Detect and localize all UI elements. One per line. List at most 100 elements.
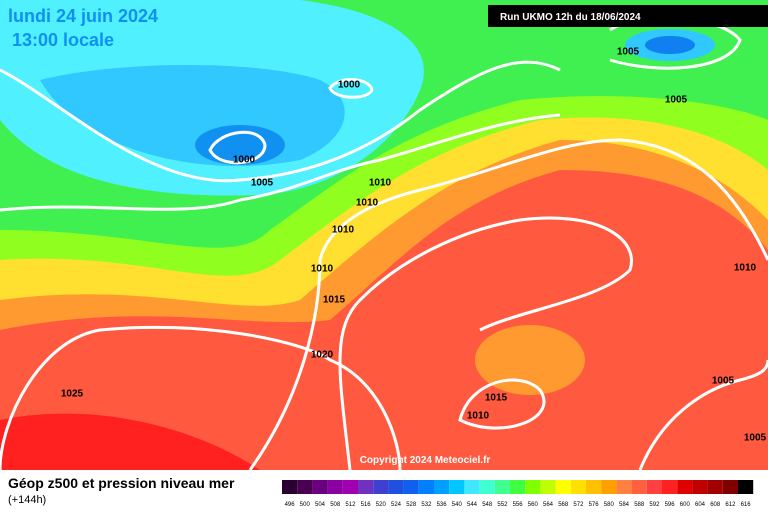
scale-swatch	[312, 480, 328, 494]
scale-label: 528	[406, 502, 417, 508]
isobar-label: 1010	[734, 263, 757, 274]
scale-swatch	[282, 480, 298, 494]
scale-swatch	[373, 480, 389, 494]
scale-label: 532	[421, 502, 432, 508]
isobar-label: 1010	[332, 225, 355, 236]
scale-swatch	[738, 480, 754, 494]
scale-label: 616	[741, 502, 752, 508]
scale-label: 564	[543, 502, 554, 508]
isobar-label: 1005	[744, 433, 767, 444]
isobar	[458, 378, 546, 430]
scale-label: 512	[345, 502, 356, 508]
scale-swatch	[449, 480, 465, 494]
isobar	[638, 359, 768, 471]
isobar-label: 1010	[311, 264, 334, 275]
legend-title: Géop z500 et pression niveau mer	[8, 475, 235, 491]
copyright: Copyright 2024 Meteociel.fr	[360, 455, 491, 466]
scale-label: 520	[376, 502, 387, 508]
isobar	[338, 216, 633, 471]
scale-label: 548	[482, 502, 493, 508]
scale-swatch	[434, 480, 450, 494]
isobar-label: 1000	[338, 80, 361, 91]
scale-label: 496	[285, 502, 296, 508]
scale-label: 504	[315, 502, 326, 508]
field-med	[475, 325, 585, 395]
scale-label: 536	[437, 502, 448, 508]
scale-swatch	[616, 480, 632, 494]
scale-label: 576	[589, 502, 600, 508]
scale-label: 540	[452, 502, 463, 508]
scale-label: 580	[604, 502, 615, 508]
scale-swatch	[677, 480, 693, 494]
scale-label: 596	[665, 502, 676, 508]
scale-swatch	[555, 480, 571, 494]
run: Run UKMO 12h du 18/06/2024	[500, 12, 641, 23]
scale-swatch	[494, 480, 510, 494]
scale-label: 552	[497, 502, 508, 508]
isobar	[0, 325, 402, 471]
scale-label: 600	[680, 502, 691, 508]
scale-swatch	[479, 480, 495, 494]
scale-label: 588	[634, 502, 645, 508]
time: 13:00 locale	[12, 30, 114, 50]
scale-swatch	[646, 480, 662, 494]
isobar-label: 1020	[311, 350, 334, 361]
scale-label: 524	[391, 502, 402, 508]
scale-label: 572	[573, 502, 584, 508]
isobar-label: 1005	[665, 95, 688, 106]
scale-label: 568	[558, 502, 569, 508]
scale-swatch	[722, 480, 738, 494]
scale-swatch	[388, 480, 404, 494]
scale-swatch	[586, 480, 602, 494]
scale-swatch	[601, 480, 617, 494]
scale-label: 500	[300, 502, 311, 508]
scale-swatch	[692, 480, 708, 494]
scale-label: 544	[467, 502, 478, 508]
isobar-label: 1015	[323, 295, 346, 306]
scale-swatch	[631, 480, 647, 494]
lead: (+144h)	[8, 494, 46, 506]
scale-label: 584	[619, 502, 630, 508]
scale-label: 612	[725, 502, 736, 508]
field-low-east-core	[645, 36, 695, 54]
scale-swatch	[570, 480, 586, 494]
scale-swatch	[342, 480, 358, 494]
scale-swatch	[662, 480, 678, 494]
field-deepred	[0, 413, 260, 470]
isobar-label: 1010	[356, 198, 379, 209]
scale-swatch	[525, 480, 541, 494]
isobar-label: 1005	[712, 376, 735, 387]
scale-swatch	[707, 480, 723, 494]
isobar-label: 1005	[617, 47, 640, 58]
scale-swatch	[464, 480, 480, 494]
scale-label: 604	[695, 502, 706, 508]
isobar-label: 1010	[467, 411, 490, 422]
scale-swatch	[358, 480, 374, 494]
date: lundi 24 juin 2024	[8, 6, 158, 26]
isobar-label: 1010	[369, 178, 392, 189]
scale-swatch	[327, 480, 343, 494]
scale-swatch	[418, 480, 434, 494]
scale-label: 556	[513, 502, 524, 508]
isobar	[328, 78, 374, 99]
scale-swatch	[540, 480, 556, 494]
isobar-label: 1000	[233, 155, 256, 166]
isobar-label: 1015	[485, 393, 508, 404]
isobar-label: 1025	[61, 389, 84, 400]
scale-label: 516	[361, 502, 372, 508]
isobar	[0, 60, 561, 183]
isobar	[0, 113, 561, 212]
run-box	[488, 5, 768, 27]
scale-swatch	[510, 480, 526, 494]
scale-label: 592	[649, 502, 660, 508]
scale-label: 560	[528, 502, 539, 508]
scale-label: 508	[330, 502, 341, 508]
scale-swatch	[297, 480, 313, 494]
scale-label: 608	[710, 502, 721, 508]
isobar	[248, 138, 768, 471]
isobar-label: 1005	[251, 178, 274, 189]
isobar	[208, 130, 267, 165]
scale-swatch	[403, 480, 419, 494]
